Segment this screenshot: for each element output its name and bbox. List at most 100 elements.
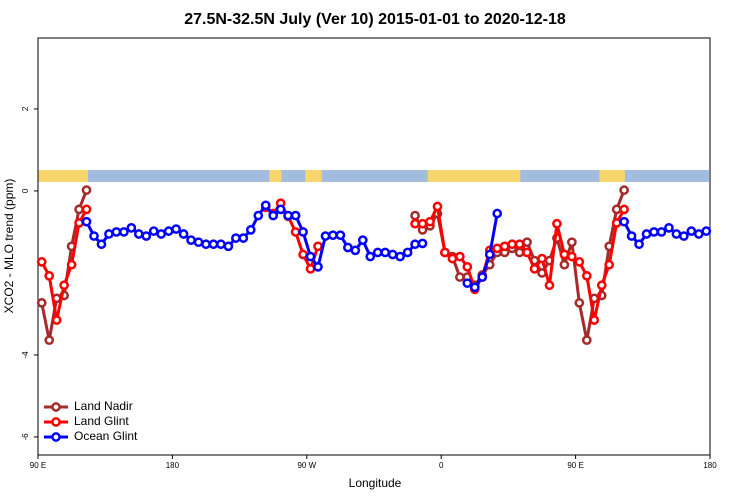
data-point bbox=[447, 253, 458, 264]
data-point bbox=[186, 235, 196, 245]
data-point bbox=[335, 230, 346, 241]
data-point bbox=[44, 335, 55, 346]
data-point bbox=[133, 229, 144, 239]
data-point bbox=[581, 270, 592, 281]
data-point bbox=[313, 261, 323, 272]
data-point bbox=[119, 227, 129, 237]
data-point bbox=[619, 204, 629, 215]
data-point bbox=[619, 216, 629, 227]
data-point bbox=[686, 226, 697, 236]
y-axis-label: XCO2 - MLO trend (ppm) bbox=[2, 179, 16, 314]
data-point bbox=[148, 226, 159, 236]
plot-frame bbox=[37, 37, 711, 456]
data-point bbox=[529, 263, 540, 274]
chart-title: 27.5N-32.5N July (Ver 10) 2015-01-01 to … bbox=[184, 11, 566, 28]
data-point bbox=[89, 231, 99, 241]
data-point bbox=[387, 249, 398, 260]
data-point bbox=[350, 245, 361, 256]
data-point bbox=[455, 251, 465, 262]
data-point bbox=[156, 229, 167, 239]
data-point bbox=[402, 247, 413, 258]
data-point bbox=[380, 247, 391, 258]
data-point bbox=[492, 208, 503, 219]
data-point bbox=[51, 315, 62, 325]
data-point bbox=[410, 210, 420, 221]
data-point bbox=[231, 233, 241, 243]
data-point bbox=[552, 218, 562, 229]
data-point bbox=[574, 298, 585, 308]
data-point bbox=[701, 226, 712, 236]
data-point bbox=[298, 249, 308, 260]
land-strip bbox=[269, 170, 282, 182]
data-point bbox=[410, 239, 420, 250]
data-point bbox=[36, 298, 47, 308]
data-point bbox=[320, 231, 331, 241]
data-point bbox=[193, 237, 204, 248]
data-point bbox=[343, 242, 353, 253]
data-point bbox=[641, 229, 652, 239]
data-point bbox=[619, 185, 629, 195]
data-point bbox=[567, 251, 577, 262]
data-point bbox=[567, 237, 577, 248]
data-point bbox=[656, 227, 667, 237]
data-point bbox=[59, 280, 69, 291]
data-point bbox=[671, 229, 682, 239]
data-point bbox=[201, 239, 211, 250]
data-point bbox=[544, 280, 555, 291]
data-point bbox=[74, 204, 84, 215]
data-point bbox=[81, 204, 92, 215]
data-point bbox=[581, 335, 592, 346]
x-tick-label: 180 bbox=[166, 461, 180, 470]
data-point bbox=[664, 222, 674, 233]
legend-label: Land Nadir bbox=[74, 399, 133, 413]
legend-marker bbox=[51, 417, 61, 427]
data-point bbox=[171, 224, 181, 234]
data-point bbox=[245, 225, 256, 235]
data-point bbox=[283, 210, 293, 221]
data-point bbox=[74, 218, 84, 228]
data-point bbox=[432, 201, 443, 212]
data-point bbox=[679, 231, 689, 241]
data-point bbox=[514, 247, 525, 258]
data-point bbox=[604, 259, 615, 270]
data-point bbox=[223, 241, 234, 252]
data-point bbox=[238, 233, 249, 243]
data-point bbox=[492, 243, 503, 254]
data-point bbox=[611, 218, 622, 228]
land-strip bbox=[305, 170, 322, 182]
legend-label: Ocean Glint bbox=[74, 429, 138, 443]
data-point bbox=[253, 210, 264, 221]
x-tick-label: 90 E bbox=[30, 461, 46, 470]
y-tick-label: 0 bbox=[21, 188, 30, 193]
data-point bbox=[537, 253, 547, 264]
x-tick-label: 90 E bbox=[567, 461, 583, 470]
data-point bbox=[634, 239, 644, 250]
data-point bbox=[514, 239, 525, 250]
data-point bbox=[417, 218, 428, 229]
data-point bbox=[693, 229, 704, 239]
data-point bbox=[649, 227, 659, 237]
ocean-strip bbox=[39, 170, 709, 182]
data-point bbox=[66, 259, 77, 270]
data-point bbox=[477, 272, 488, 282]
data-point bbox=[484, 249, 495, 260]
data-point bbox=[462, 278, 473, 289]
data-point bbox=[440, 247, 450, 258]
y-tick-label: -6 bbox=[21, 433, 30, 441]
data-point bbox=[372, 247, 383, 258]
data-point bbox=[260, 200, 271, 211]
data-point bbox=[462, 261, 473, 272]
x-tick-label: 90 W bbox=[297, 461, 316, 470]
data-point bbox=[141, 231, 152, 241]
data-point bbox=[395, 251, 405, 262]
y-tick-label: 2 bbox=[21, 106, 30, 111]
data-point bbox=[208, 239, 219, 250]
y-tick-label: -4 bbox=[21, 351, 30, 359]
data-point bbox=[313, 241, 323, 252]
data-point bbox=[589, 315, 600, 325]
land-strip bbox=[599, 170, 625, 182]
data-point bbox=[44, 270, 55, 281]
data-point bbox=[559, 249, 570, 260]
data-point bbox=[290, 227, 301, 237]
data-point bbox=[305, 263, 316, 274]
